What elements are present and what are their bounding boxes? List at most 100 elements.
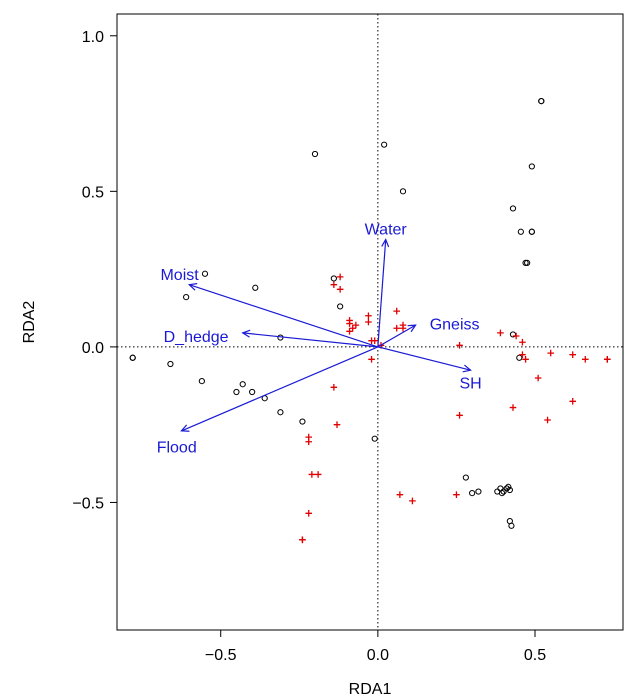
site-point-circle: [311, 150, 319, 158]
environmental-vectors: Water Moist D_hedge Gneiss SH Flood: [157, 222, 482, 457]
x-axis: −0.5 0.0 0.5: [205, 630, 546, 664]
site-point-cross: [368, 356, 375, 363]
site-point-cross: [456, 342, 463, 349]
site-point-cross: [544, 416, 551, 424]
x-tick-label: −0.5: [205, 647, 237, 664]
site-point-circle: [538, 98, 545, 105]
x-tick-label: 0.0: [367, 647, 389, 664]
site-point-circle: [528, 163, 535, 170]
site-point-cross: [512, 332, 520, 340]
site-point-circle: [371, 435, 378, 442]
vector-arrowhead-moist: [187, 283, 198, 291]
site-point-cross: [346, 328, 353, 335]
site-points-circles: [129, 98, 545, 529]
site-point-circle: [249, 388, 256, 396]
site-point-circle: [381, 141, 388, 148]
site-point-circle: [233, 388, 240, 396]
site-point-circle: [299, 418, 306, 425]
x-axis-label: RDA1: [349, 681, 392, 698]
site-point-circle: [524, 259, 531, 266]
vector-label-water: Water: [365, 222, 408, 239]
y-tick-label: 0.0: [82, 340, 104, 357]
site-point-cross: [314, 471, 322, 478]
vector-line-moist: [189, 284, 379, 348]
site-point-circle: [198, 378, 205, 385]
vector-line-water: [377, 239, 387, 347]
y-axis-label: RDA2: [21, 301, 38, 344]
site-point-cross: [581, 356, 589, 363]
site-point-cross: [534, 374, 542, 382]
site-point-cross: [603, 356, 611, 363]
site-point-cross: [330, 384, 338, 391]
site-point-circle: [516, 354, 523, 361]
site-point-cross: [349, 324, 357, 332]
vector-arrowhead-gneiss: [407, 324, 417, 333]
y-tick-label: 0.5: [82, 184, 104, 201]
reference-lines: [117, 14, 623, 630]
site-points-crosses: [299, 273, 611, 544]
site-point-cross: [308, 471, 316, 478]
site-point-cross: [393, 307, 401, 315]
site-point-cross: [336, 273, 344, 281]
site-point-cross: [330, 281, 338, 288]
site-point-circle: [167, 360, 174, 368]
vector-label-d_hedge: D_hedge: [164, 329, 229, 346]
vector-line-gneiss: [377, 324, 416, 348]
site-point-cross: [456, 412, 463, 419]
site-point-cross: [393, 324, 401, 332]
site-point-circle: [129, 354, 136, 361]
site-point-cross: [519, 338, 526, 346]
site-point-cross: [547, 349, 555, 357]
site-point-cross: [409, 497, 416, 505]
vector-label-gneiss: Gneiss: [430, 317, 480, 334]
site-point-circle: [252, 284, 259, 291]
site-point-circle: [500, 488, 507, 495]
site-point-circle: [399, 188, 407, 195]
site-point-circle: [517, 228, 524, 235]
vector-arrowhead-water: [381, 238, 390, 248]
site-point-cross: [352, 321, 360, 329]
site-point-cross: [453, 491, 460, 498]
vector-arrowhead-flood: [180, 424, 190, 432]
vector-label-sh: SH: [459, 376, 481, 393]
vector-line-sh: [377, 346, 471, 371]
site-point-circle: [503, 485, 510, 492]
x-tick-label: 0.5: [524, 647, 546, 664]
site-point-circle: [508, 522, 515, 529]
site-point-cross: [305, 438, 313, 446]
site-point-circle: [528, 228, 535, 235]
site-point-circle: [475, 488, 482, 495]
site-point-cross: [399, 324, 407, 332]
site-point-circle: [337, 303, 344, 310]
site-point-cross: [569, 351, 577, 358]
site-point-circle: [509, 205, 517, 212]
vector-arrowhead-d_hedge: [241, 329, 251, 338]
site-point-circle: [469, 490, 476, 497]
site-point-circle: [506, 486, 513, 494]
site-point-cross: [305, 510, 313, 517]
vector-line-flood: [181, 346, 379, 432]
site-point-circle: [277, 409, 284, 416]
site-point-cross: [509, 404, 517, 411]
site-point-circle: [498, 490, 506, 497]
plot-frame: [116, 13, 624, 631]
site-point-cross: [299, 536, 306, 544]
site-point-cross: [365, 318, 372, 326]
site-point-cross: [569, 398, 577, 405]
site-point-cross: [336, 286, 344, 293]
site-point-cross: [371, 337, 379, 344]
site-point-cross: [519, 351, 526, 358]
site-point-circle: [201, 270, 209, 277]
site-point-cross: [497, 329, 504, 337]
site-point-cross: [396, 491, 404, 498]
y-axis: −0.5 0.0 0.5 1.0: [72, 29, 117, 512]
site-point-circle: [505, 483, 512, 490]
site-point-circle: [330, 275, 337, 282]
site-point-cross: [346, 320, 353, 327]
vector-line-d_hedge: [242, 332, 378, 348]
site-point-circle: [462, 474, 469, 481]
site-point-cross: [522, 356, 529, 363]
vector-label-moist: Moist: [160, 267, 199, 284]
site-point-cross: [365, 312, 372, 320]
